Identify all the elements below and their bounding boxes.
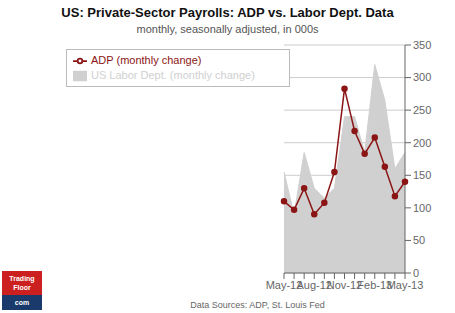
html-text:Floor: Floor <box>13 284 31 291</box>
html-text:US Labor Dept. (monthly change: US Labor Dept. (monthly change) <box>91 69 255 82</box>
svg-text:200: 200 <box>413 137 431 149</box>
html-text:Trading: Trading <box>9 275 35 282</box>
svg-text:350: 350 <box>413 39 431 51</box>
html-text:ADP (monthly change): ADP (monthly change) <box>91 54 202 66</box>
svg-text:May-13: May-13 <box>387 279 424 291</box>
svg-text:Nov-12: Nov-12 <box>326 278 363 291</box>
svg-text:50: 50 <box>413 234 425 246</box>
svg-text:0: 0 <box>413 267 419 279</box>
html-text:monthly, seasonally adjusted,: monthly, seasonally adjusted, in 000s <box>136 23 319 35</box>
html-text:Data Sources: ADP, St. Louis F: Data Sources: ADP, St. Louis Fed <box>190 300 325 310</box>
svg-text:Aug-12: Aug-12 <box>296 278 332 291</box>
html-text:com: com <box>14 299 30 306</box>
svg-text:Feb-13: Feb-13 <box>357 278 393 291</box>
svg-text:150: 150 <box>413 169 431 181</box>
svg-text:100: 100 <box>413 202 431 214</box>
svg-text:300: 300 <box>413 71 431 83</box>
html-text:US: Private-Sector Payrolls: A: US: Private-Sector Payrolls: ADP vs. Lab… <box>61 5 394 20</box>
svg-text:250: 250 <box>413 104 431 116</box>
svg-text:May-12: May-12 <box>265 278 303 291</box>
